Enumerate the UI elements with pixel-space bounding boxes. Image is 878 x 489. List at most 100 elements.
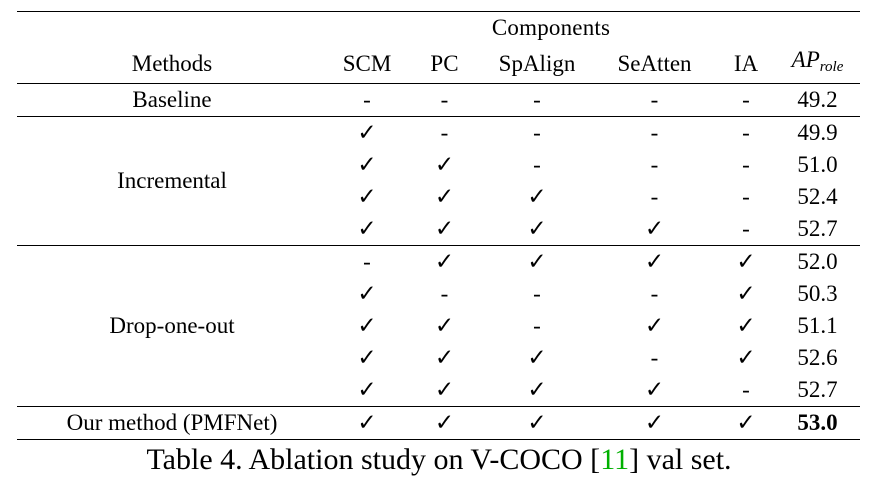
table-row: ✓ ✓ - ✓ ✓ 51.1 bbox=[17, 310, 860, 342]
ap-sub: role bbox=[819, 59, 844, 75]
table-row: Incremental ✓ - - - -49.9 bbox=[17, 116, 860, 246]
seatten-cell: ✓ bbox=[644, 216, 665, 241]
scm-cell: ✓ bbox=[357, 377, 377, 402]
ap-role-cell: 51.1 bbox=[797, 313, 838, 338]
scm-cell: ✓ bbox=[357, 281, 377, 306]
pc-cell: ✓ bbox=[434, 313, 455, 338]
scm-cell: ✓ bbox=[357, 345, 377, 370]
scm-cell: ✓ bbox=[357, 184, 377, 209]
method-cell: Baseline bbox=[17, 83, 327, 117]
table-row: Drop-one-out - ✓ ✓ ✓ ✓ 52.0 bbox=[17, 245, 860, 407]
caption-suffix: ] val set. bbox=[629, 443, 732, 476]
ap-role-cell: 52.7 bbox=[797, 377, 838, 402]
spalign-cell: ✓ bbox=[482, 406, 592, 440]
pc-cell: ✓ bbox=[434, 377, 455, 402]
pc-cell: ✓ bbox=[434, 345, 455, 370]
table-row: ✓ - - - ✓ 50.3 bbox=[17, 278, 860, 310]
ap-role-cell: 52.6 bbox=[797, 345, 838, 370]
spalign-cell: ✓ bbox=[527, 216, 547, 241]
col-header-seatten: SeAtten bbox=[617, 50, 692, 76]
pc-cell: - bbox=[407, 83, 482, 117]
citation-link[interactable]: 11 bbox=[600, 443, 630, 476]
seatten-cell: ✓ bbox=[592, 406, 717, 440]
ap-role-cell: 49.9 bbox=[775, 116, 860, 149]
ia-cell: ✓ bbox=[736, 345, 756, 370]
seatten-cell: - bbox=[650, 281, 659, 306]
scm-cell: ✓ bbox=[357, 152, 377, 177]
pc-cell: - bbox=[407, 116, 482, 149]
seatten-cell: ✓ bbox=[592, 245, 717, 278]
ia-cell: - bbox=[717, 116, 775, 149]
spalign-cell: ✓ bbox=[527, 377, 547, 402]
table-row: ✓ ✓ ✓ - ✓ 52.6 bbox=[17, 342, 860, 374]
ap-role-cell: 52.0 bbox=[775, 245, 860, 278]
ia-cell: ✓ bbox=[717, 245, 775, 278]
seatten-cell: - bbox=[650, 152, 659, 177]
pc-cell: ✓ bbox=[407, 245, 482, 278]
pc-cell: ✓ bbox=[407, 406, 482, 440]
spalign-cell: ✓ bbox=[527, 345, 547, 370]
ap-role-cell: 51.0 bbox=[797, 152, 838, 177]
ap-role-cell: 52.7 bbox=[797, 216, 838, 241]
ablation-table: Components Methods SCM PC SpAlign SeAtte… bbox=[17, 11, 860, 440]
col-header-ia: IA bbox=[733, 50, 759, 76]
header-empty bbox=[17, 11, 327, 44]
table-row: ✓ ✓ ✓ - - 52.4 bbox=[17, 181, 860, 213]
method-cell: Incremental bbox=[17, 116, 327, 246]
pc-cell: ✓ bbox=[434, 152, 455, 177]
header-row-columns: Methods SCM PC SpAlign SeAtten IA AProle bbox=[17, 44, 860, 84]
scm-cell: - bbox=[327, 245, 407, 278]
table-row: Baseline - - - - -49.2 bbox=[17, 83, 860, 117]
scm-cell: ✓ bbox=[327, 406, 407, 440]
pc-cell: ✓ bbox=[434, 216, 455, 241]
ia-cell: ✓ bbox=[717, 406, 775, 440]
ap-role-cell: 52.4 bbox=[797, 184, 838, 209]
methods-header: Methods bbox=[131, 50, 213, 76]
ablation-table-wrapper: Components Methods SCM PC SpAlign SeAtte… bbox=[17, 11, 860, 440]
table-row: Our method (PMFNet) ✓ ✓ ✓ ✓ ✓ 53.0 bbox=[17, 406, 860, 440]
seatten-cell: - bbox=[650, 184, 659, 209]
ia-cell: - bbox=[742, 152, 750, 177]
header-empty-ap bbox=[775, 11, 860, 44]
pc-cell: ✓ bbox=[434, 184, 455, 209]
spalign-cell: ✓ bbox=[527, 184, 547, 209]
table-row: ✓ ✓ ✓ ✓ - 52.7 bbox=[17, 374, 860, 407]
pc-cell: - bbox=[440, 281, 449, 306]
seatten-cell: ✓ bbox=[644, 377, 665, 402]
ia-cell: - bbox=[742, 216, 750, 241]
ap-role-cell: 50.3 bbox=[797, 281, 838, 306]
col-header-pc: PC bbox=[430, 50, 459, 76]
scm-cell: ✓ bbox=[327, 116, 407, 149]
spalign-cell: - bbox=[533, 281, 541, 306]
table-body: Baseline - - - - -49.2 Incremental ✓ - - - -49.9 ✓ ✓ -… bbox=[17, 83, 860, 440]
table-row: ✓ ✓ - - - 51.0 bbox=[17, 149, 860, 181]
spalign-cell: - bbox=[482, 116, 592, 149]
seatten-cell: - bbox=[592, 83, 717, 117]
seatten-cell: ✓ bbox=[644, 313, 665, 338]
seatten-cell: - bbox=[650, 345, 659, 370]
spalign-cell: - bbox=[533, 313, 541, 338]
ia-cell: - bbox=[742, 184, 750, 209]
header-row-components: Components bbox=[17, 11, 860, 44]
scm-cell: ✓ bbox=[357, 313, 377, 338]
ap-role-cell: 53.0 bbox=[775, 406, 860, 440]
col-header-scm: SCM bbox=[342, 50, 392, 76]
scm-cell: ✓ bbox=[357, 216, 377, 241]
spalign-cell: - bbox=[533, 152, 541, 177]
ap-main: AP bbox=[791, 47, 820, 72]
ia-cell: ✓ bbox=[736, 313, 756, 338]
col-header-ap-role: AProle bbox=[775, 44, 860, 84]
table-caption: Table 4. Ablation study on V-COCO [11] v… bbox=[0, 440, 878, 480]
ap-role-cell: 49.2 bbox=[775, 83, 860, 117]
caption-prefix: Table 4. Ablation study on V-COCO [ bbox=[146, 443, 601, 476]
seatten-cell: - bbox=[592, 116, 717, 149]
ia-cell: - bbox=[742, 377, 750, 402]
scm-cell: - bbox=[327, 83, 407, 117]
col-header-spalign: SpAlign bbox=[498, 50, 576, 76]
components-header: Components bbox=[327, 11, 775, 44]
method-cell: Drop-one-out bbox=[17, 245, 327, 407]
table-row: ✓ ✓ ✓ ✓ - 52.7 bbox=[17, 213, 860, 246]
ia-cell: ✓ bbox=[736, 281, 756, 306]
ia-cell: - bbox=[717, 83, 775, 117]
spalign-cell: ✓ bbox=[482, 245, 592, 278]
